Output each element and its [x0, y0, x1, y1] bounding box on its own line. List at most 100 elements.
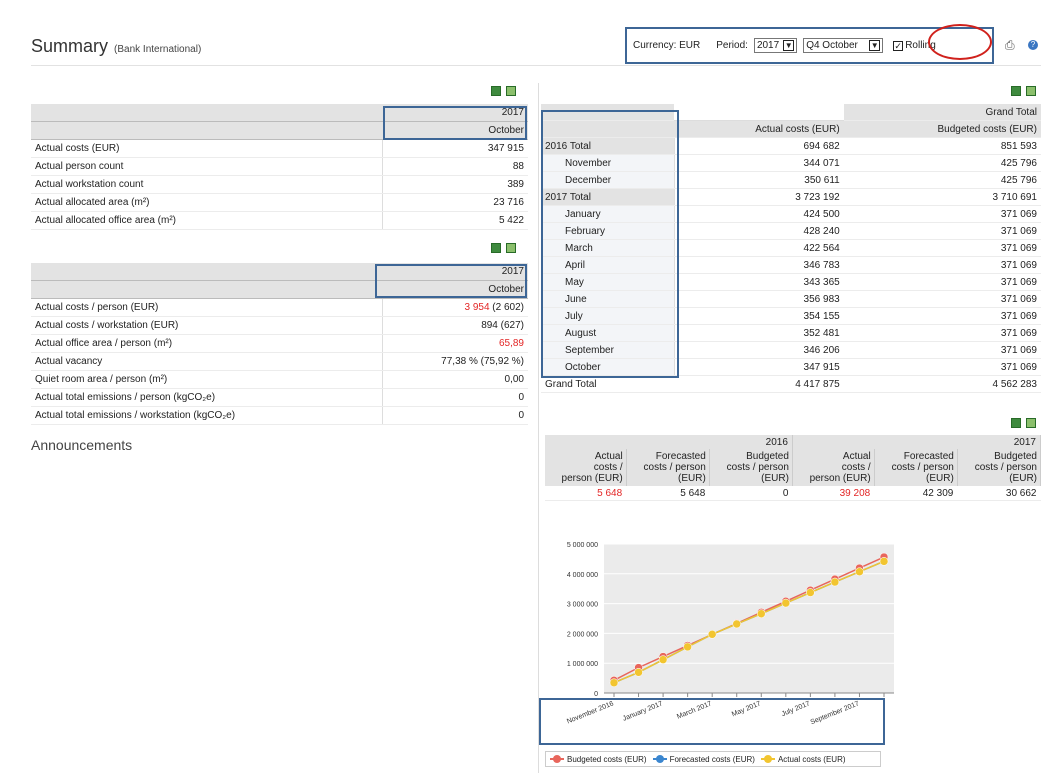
row-label: Actual allocated area (m²) [31, 193, 382, 212]
budget-cost-cell: 371 069 [843, 239, 1041, 257]
column-header: Actual costs / person (EUR) [545, 449, 627, 486]
grand-total-budget: 4 562 283 [843, 375, 1041, 393]
row-value: 894 (627) [381, 316, 528, 335]
column-month: October [382, 280, 528, 299]
legend-item[interactable]: Actual costs (EUR) [760, 754, 846, 764]
page-subtitle: (Bank International) [114, 44, 202, 55]
pivot-row-label: April [541, 256, 675, 274]
printer-icon[interactable]: ⎙ [1005, 38, 1015, 52]
value-text: 0 [518, 410, 524, 421]
table-row: Actual allocated office area (m²) 5 422 [31, 211, 528, 230]
column-month: October [382, 121, 528, 140]
value-text: 77,38 % (75,92 %) [441, 356, 524, 367]
data-point[interactable] [830, 577, 840, 587]
value-cell: 42 309 [874, 486, 958, 501]
table-row: Actual allocated area (m²) 23 716 [31, 193, 528, 212]
rolling-checkbox[interactable]: ✓ Rolling [893, 40, 936, 51]
row-label: Actual vacancy [31, 352, 382, 371]
header-line: (EUR) [761, 473, 789, 484]
row-value: 88 [381, 157, 528, 176]
table-row: Actual office area / person (m²) 65,89 [31, 334, 528, 353]
data-point[interactable] [658, 655, 668, 664]
budgeted-costs-header: Budgeted costs (EUR) [843, 120, 1041, 138]
axis-highlight [539, 698, 885, 745]
legend-item[interactable]: Forecasted costs (EUR) [652, 755, 755, 764]
excel-export-icon[interactable] [1011, 86, 1021, 96]
value-cell: 30 662 [957, 486, 1041, 501]
kpi-table-1: 2017 October Actual costs (EUR) 347 915 Ac… [31, 104, 528, 230]
data-point[interactable] [732, 619, 741, 629]
data-point[interactable] [806, 588, 815, 597]
y-tick-label: 0 [594, 691, 598, 698]
row-label: Quiet room area / person (m²) [31, 370, 382, 389]
data-point[interactable] [683, 642, 692, 652]
table-row: Actual costs / person (EUR) 3 954 (2 602) [31, 298, 528, 317]
table-row: Actual person count 88 [31, 157, 528, 176]
pivot-row: August 352 481 371 069 [541, 324, 1041, 342]
row-value: 389 [381, 175, 528, 194]
legend-marker [760, 755, 775, 764]
legend-label: Actual costs (EUR) [777, 754, 846, 764]
pivot-row-label: November [541, 154, 675, 172]
pivot-row: May 343 365 371 069 [541, 273, 1041, 291]
header-line: costs / person [643, 462, 706, 473]
pivot-row-label: August [541, 324, 675, 342]
column-header: Forecasted costs / person (EUR) [874, 449, 958, 486]
help-icon[interactable]: ? [1028, 40, 1038, 50]
row-value: 77,38 % (75,92 %) [381, 352, 528, 371]
header-line: costs / [593, 462, 623, 473]
data-point[interactable] [781, 598, 791, 608]
table-row: Actual costs (EUR) 347 915 [31, 139, 528, 158]
row-value: 5 422 [381, 211, 528, 230]
row-label: Actual office area / person (m²) [31, 334, 382, 353]
data-point[interactable] [609, 678, 619, 687]
budget-cost-cell: 371 069 [843, 256, 1041, 274]
pivot-row: April 346 783 371 069 [541, 256, 1041, 274]
value-text: (2 602) [489, 302, 524, 313]
excel-export-icon[interactable] [1026, 86, 1036, 96]
excel-export-icons [486, 243, 516, 256]
data-point[interactable] [757, 609, 766, 618]
table-row: Actual costs / workstation (EUR) 894 (627… [31, 316, 528, 335]
row-label: Actual person count [31, 157, 382, 176]
header-line: Forecasted [655, 451, 706, 462]
header-row: Actual costs / person (EUR) Forecasted costs… [545, 449, 1042, 486]
pivot-row: June 356 983 371 069 [541, 290, 1041, 308]
data-point[interactable] [634, 668, 643, 677]
kpi-table-2: 2017 October Actual costs / person (EUR)… [31, 263, 528, 425]
excel-export-icon[interactable] [1011, 418, 1021, 428]
column-header: Budgeted costs / person (EUR) [957, 449, 1042, 486]
pivot-row: 2017 Total 3 723 192 3 710 691 [541, 188, 1041, 206]
actual-cost-cell: 694 682 [674, 137, 844, 155]
column-highlight [375, 264, 527, 298]
panel-divider [538, 83, 539, 773]
legend-marker [550, 755, 564, 764]
actual-cost-cell: 428 240 [674, 222, 844, 240]
table-row: Actual workstation count 389 [31, 175, 528, 194]
row-label: Actual costs / workstation (EUR) [31, 316, 382, 335]
column-header: Actual costs / person (EUR) [792, 449, 875, 486]
pivot-row: September 346 206 371 069 [541, 341, 1041, 359]
excel-export-icons [1006, 86, 1036, 99]
excel-export-icon[interactable] [491, 243, 501, 253]
excel-export-icon[interactable] [491, 86, 501, 96]
table-row: Actual vacancy 77,38 % (75,92 %) [31, 352, 528, 371]
data-point[interactable] [707, 630, 717, 639]
value-cell: 5 648 [545, 486, 627, 501]
quarter-select[interactable]: Q4 October ▼ [803, 38, 884, 53]
year-select[interactable]: 2017 ▼ [753, 38, 798, 53]
series-line [613, 560, 885, 684]
data-point[interactable] [879, 557, 889, 566]
excel-export-icon[interactable] [1026, 418, 1036, 428]
excel-export-icon[interactable] [506, 243, 516, 253]
header-line: Budgeted [994, 451, 1037, 462]
y-tick-label: 5 000 000 [567, 542, 598, 549]
row-value: 65,89 [381, 334, 528, 353]
row-value: 347 915 [381, 139, 528, 158]
excel-export-icon[interactable] [506, 86, 516, 96]
grand-total-label: Grand Total [541, 375, 674, 393]
data-point[interactable] [855, 567, 864, 576]
legend-item[interactable]: Budgeted costs (EUR) [550, 755, 647, 764]
actual-cost-cell: 344 071 [674, 154, 844, 172]
series-line [613, 556, 885, 681]
